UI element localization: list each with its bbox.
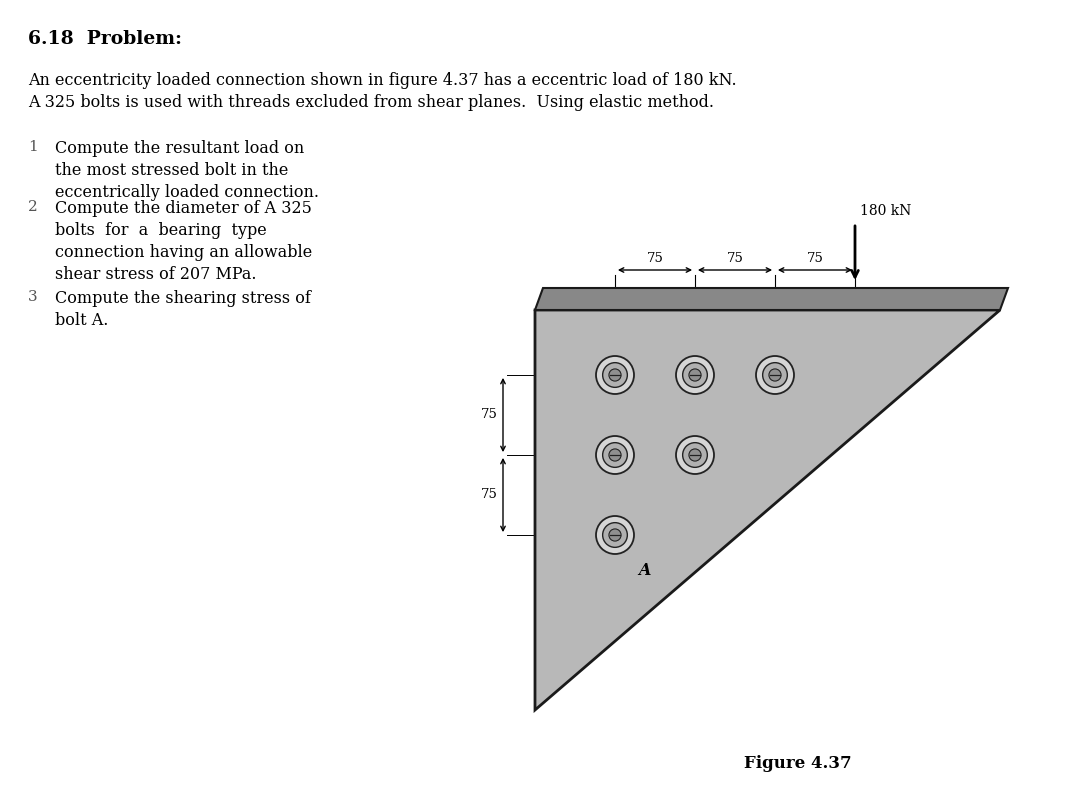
Circle shape xyxy=(689,369,701,381)
Text: 2: 2 xyxy=(28,200,38,214)
Circle shape xyxy=(762,362,787,387)
Text: 75: 75 xyxy=(482,409,498,422)
Text: A: A xyxy=(637,562,650,579)
Circle shape xyxy=(683,362,707,387)
Text: 75: 75 xyxy=(482,489,498,502)
Circle shape xyxy=(603,522,628,547)
Polygon shape xyxy=(535,310,1000,710)
Circle shape xyxy=(603,362,628,387)
Text: shear stress of 207 MPa.: shear stress of 207 MPa. xyxy=(55,266,257,283)
Circle shape xyxy=(608,369,621,381)
Text: the most stressed bolt in the: the most stressed bolt in the xyxy=(55,162,288,179)
Circle shape xyxy=(596,436,634,474)
Text: bolt A.: bolt A. xyxy=(55,312,109,329)
Text: An eccentricity loaded connection shown in figure 4.37 has a eccentric load of 1: An eccentricity loaded connection shown … xyxy=(28,72,736,89)
Text: Figure 4.37: Figure 4.37 xyxy=(744,755,851,772)
Text: 75: 75 xyxy=(727,252,744,265)
Text: connection having an allowable: connection having an allowable xyxy=(55,244,312,261)
Circle shape xyxy=(596,516,634,554)
Circle shape xyxy=(756,356,794,394)
Circle shape xyxy=(596,356,634,394)
Text: 75: 75 xyxy=(806,252,823,265)
Text: Compute the shearing stress of: Compute the shearing stress of xyxy=(55,290,311,307)
Text: 6.18  Problem:: 6.18 Problem: xyxy=(28,30,182,48)
Circle shape xyxy=(608,449,621,461)
Text: A 325 bolts is used with threads excluded from shear planes.  Using elastic meth: A 325 bolts is used with threads exclude… xyxy=(28,94,714,111)
Circle shape xyxy=(769,369,782,381)
Text: Compute the resultant load on: Compute the resultant load on xyxy=(55,140,304,157)
Text: eccentrically loaded connection.: eccentrically loaded connection. xyxy=(55,184,319,201)
Circle shape xyxy=(676,356,714,394)
Circle shape xyxy=(608,529,621,541)
Polygon shape xyxy=(535,288,1008,310)
Circle shape xyxy=(676,436,714,474)
Circle shape xyxy=(689,449,701,461)
Text: Compute the diameter of A 325: Compute the diameter of A 325 xyxy=(55,200,312,217)
Text: 3: 3 xyxy=(28,290,38,304)
Circle shape xyxy=(683,442,707,467)
Circle shape xyxy=(603,442,628,467)
Text: 1: 1 xyxy=(28,140,38,154)
Text: bolts  for  a  bearing  type: bolts for a bearing type xyxy=(55,222,267,239)
Text: 180 kN: 180 kN xyxy=(860,204,912,218)
Text: 75: 75 xyxy=(646,252,663,265)
